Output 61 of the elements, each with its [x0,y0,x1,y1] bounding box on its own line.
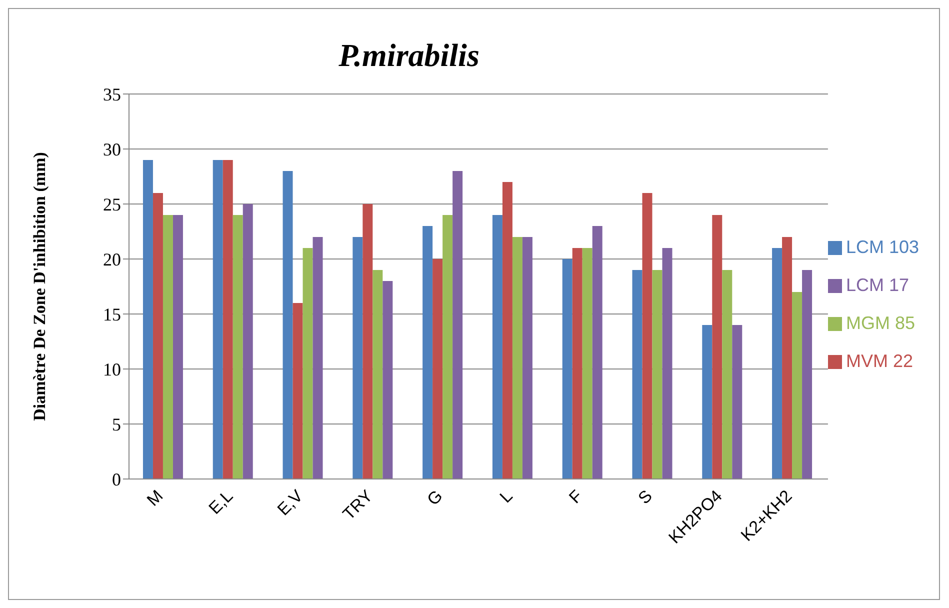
bar [172,215,183,479]
bar [512,237,522,479]
y-tick-label: 20 [103,249,121,270]
bar [142,160,153,479]
legend-label: LCM 103 [846,237,919,257]
chart-title: P.mirabilis [338,37,480,74]
x-tick-label: L [496,486,516,507]
y-tick-label: 0 [112,469,121,490]
bar [562,259,572,479]
bar [652,270,662,479]
bar [232,215,243,479]
x-tick-label: F [565,486,586,508]
bar [712,215,722,479]
bar [162,215,173,479]
bar [282,171,293,479]
bar [572,248,582,479]
bar [362,204,373,479]
bar [382,281,393,479]
bar [522,237,532,479]
bar [502,182,512,479]
bar [312,237,323,479]
y-axis-title: Diamètre De Zone D'inhibition (mm) [30,152,50,421]
bar [492,215,502,479]
bar [452,171,463,479]
bar [212,160,223,479]
bar [642,193,652,479]
x-tick-label: M [143,486,167,510]
bar [792,292,802,479]
x-tick-label: E,L [205,486,237,518]
legend-label: MGM 85 [846,313,915,333]
bar [732,325,742,479]
bar [222,160,233,479]
bar [302,248,313,479]
bar [582,248,592,479]
bar [292,303,303,479]
bar [442,215,453,479]
x-tick-label: S [634,486,656,508]
bar [242,204,253,479]
y-tick-label: 5 [112,414,121,434]
bar [152,193,163,479]
x-tick-label: G [424,486,446,510]
bar [632,270,642,479]
bar [702,325,712,479]
bar [422,226,433,479]
bar [662,248,672,479]
bar [432,259,443,479]
bar [722,270,732,479]
legend-label: MVM 22 [846,351,913,371]
bar [352,237,363,479]
y-tick-label: 30 [103,139,121,160]
bar [592,226,602,479]
y-tick-label: 15 [103,304,121,324]
bar [802,270,812,479]
x-tick-label: E,V [274,486,308,520]
bar [782,237,792,479]
y-tick-label: 10 [103,359,121,380]
y-tick-label: 35 [103,84,121,104]
bar [772,248,782,479]
bar [372,270,383,479]
legend-label: LCM 17 [846,275,909,295]
y-tick-label: 25 [103,194,121,214]
